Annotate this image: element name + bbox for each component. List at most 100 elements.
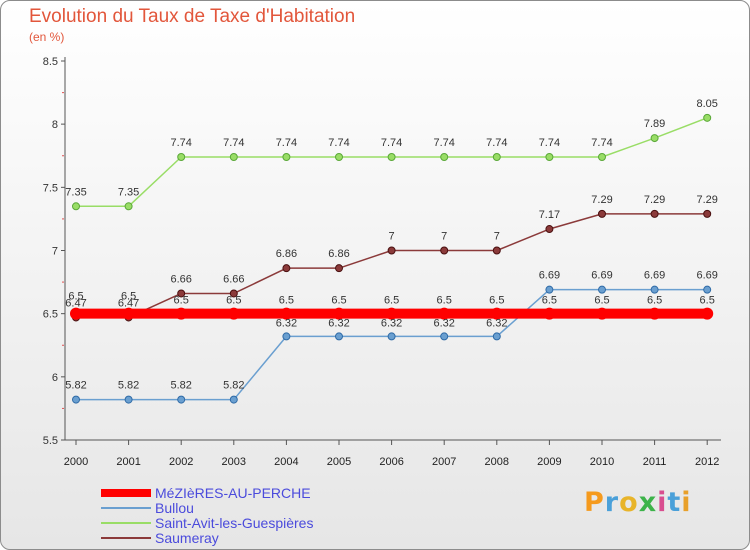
data-label: 6.86: [328, 248, 349, 260]
data-label: 7: [494, 231, 500, 243]
data-label: 6.32: [276, 317, 297, 329]
series-point: [490, 307, 503, 320]
series-point: [333, 307, 345, 320]
series-point: [229, 395, 238, 404]
legend-swatch-saumeray: [101, 537, 151, 539]
data-label: 6.5: [594, 295, 609, 307]
series-point: [545, 153, 554, 162]
data-label: 7.35: [65, 186, 86, 198]
series-point: [335, 332, 343, 341]
logo-letter: t: [667, 487, 682, 518]
x-tick-label: 2004: [274, 456, 298, 468]
legend-swatch-bullou: [101, 507, 151, 509]
data-label: 6.5: [647, 295, 662, 307]
data-label: 6.5: [226, 295, 241, 307]
data-label: 6.86: [276, 248, 297, 260]
series-point: [598, 209, 606, 218]
series-point: [282, 264, 291, 273]
series-point: [72, 202, 80, 211]
chart-title: Evolution du Taux de Taxe d'Habitation: [29, 6, 356, 27]
series-point: [282, 153, 291, 162]
data-label: 6.47: [65, 297, 86, 309]
data-label: 7.74: [276, 137, 297, 149]
series-point: [227, 307, 240, 320]
series-point: [229, 289, 238, 298]
y-tick-label: 6: [52, 372, 58, 384]
data-label: 6.69: [591, 270, 612, 282]
x-tick-label: 2012: [695, 456, 719, 468]
series-point: [596, 307, 608, 320]
series-point: [703, 113, 712, 122]
x-tick-label: 2007: [432, 456, 456, 468]
y-tick-label: 6.5: [43, 309, 58, 321]
data-label: 6.69: [696, 270, 717, 282]
legend-swatch-mezieres: [101, 489, 151, 497]
data-label: 6.32: [328, 317, 349, 329]
series-point: [122, 307, 135, 320]
logo-letter: x: [638, 487, 658, 518]
series-point: [387, 153, 396, 162]
logo-letter: i: [657, 487, 668, 518]
series-point: [440, 332, 449, 341]
data-label: 7.74: [223, 137, 244, 149]
data-label: 6.5: [331, 295, 346, 307]
data-label: 6.66: [223, 273, 244, 285]
series-point: [492, 153, 501, 162]
series-point: [703, 285, 712, 294]
data-label: 7.29: [644, 194, 665, 206]
series-point: [177, 395, 186, 404]
data-label: 7: [389, 231, 395, 243]
legend-label-mezieres: MéZIèRES-AU-PERCHE: [155, 485, 311, 501]
series-point: [598, 153, 606, 162]
data-label: 6.69: [539, 270, 560, 282]
data-label: 7.74: [591, 137, 612, 149]
data-label: 6.32: [381, 317, 402, 329]
series-point: [438, 307, 451, 320]
series-point: [175, 307, 188, 320]
data-label: 6.5: [121, 291, 136, 303]
data-label: 6.5: [68, 291, 83, 303]
legend-label-saint-avit: Saint-Avit-les-Guespières: [155, 515, 314, 531]
x-tick-label: 2011: [643, 456, 667, 468]
series-point: [703, 209, 712, 218]
logo-letter: o: [619, 487, 639, 518]
legend-swatch-saint-avit: [101, 522, 151, 524]
data-label: 7: [441, 231, 447, 243]
x-tick-label: 2006: [379, 456, 403, 468]
x-tick-label: 2002: [169, 456, 193, 468]
data-label: 6.5: [384, 295, 399, 307]
data-label: 6.5: [279, 295, 294, 307]
y-tick-label: 7: [52, 246, 58, 258]
data-label: 5.82: [118, 380, 139, 392]
series-point: [650, 285, 659, 294]
data-label: 5.82: [223, 380, 244, 392]
data-label: 7.17: [539, 209, 560, 221]
series-point: [335, 153, 343, 162]
data-label: 6.5: [542, 295, 557, 307]
data-label: 5.82: [65, 380, 86, 392]
series-point: [282, 332, 291, 341]
chart-subtitle: (en %): [29, 30, 65, 44]
data-label: 7.74: [433, 137, 454, 149]
data-label: 7.29: [696, 194, 717, 206]
series-point: [648, 307, 661, 320]
series-point: [440, 246, 449, 255]
series-point: [598, 285, 606, 294]
series-point: [701, 307, 714, 320]
series-point: [177, 289, 186, 298]
x-tick-label: 2010: [590, 456, 614, 468]
series-point: [229, 153, 238, 162]
data-label: 7.89: [644, 118, 665, 130]
series-point: [70, 307, 82, 320]
series-point: [280, 307, 293, 320]
logo-letter: P: [584, 487, 605, 518]
series-point: [177, 153, 186, 162]
legend-label-bullou: Bullou: [155, 500, 194, 516]
series-point: [72, 395, 80, 404]
logo-letter: i: [681, 487, 692, 518]
x-tick-label: 2005: [327, 456, 351, 468]
data-label: 7.35: [118, 186, 139, 198]
data-label: 6.5: [700, 295, 715, 307]
